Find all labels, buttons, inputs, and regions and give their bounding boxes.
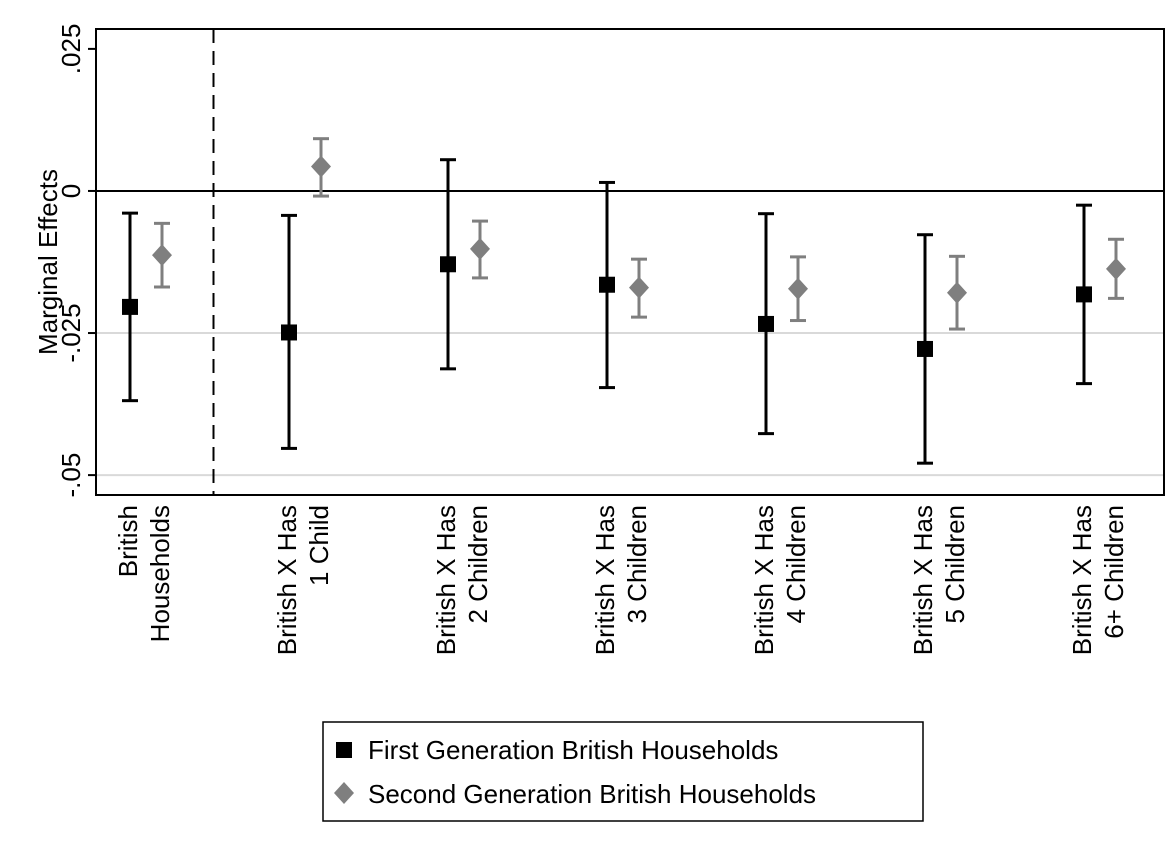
point-first-generation xyxy=(758,315,774,332)
category-label: British X Has xyxy=(908,505,938,655)
legend-marker-first-generation xyxy=(336,742,352,758)
point-second-generation xyxy=(629,276,649,299)
category-label: British X Has xyxy=(1067,505,1097,655)
category-label: British X Has xyxy=(431,505,461,655)
point-second-generation xyxy=(470,237,490,260)
point-first-generation xyxy=(1076,286,1092,303)
legend-box xyxy=(322,721,924,822)
category-label: Households xyxy=(145,505,175,642)
y-tick-label: -.025 xyxy=(56,303,86,362)
y-tick-label: 0 xyxy=(56,184,86,198)
y-axis-title: Marginal Effects xyxy=(33,169,63,355)
point-second-generation xyxy=(1106,257,1126,280)
category-label: British xyxy=(113,505,143,577)
point-second-generation xyxy=(152,244,172,267)
point-second-generation xyxy=(947,281,967,304)
plot-frame xyxy=(95,28,1165,496)
category-label: British X Has xyxy=(590,505,620,655)
legend-label-second-generation: Second Generation British Households xyxy=(368,779,816,809)
point-first-generation xyxy=(122,298,138,315)
legend-label-first-generation: First Generation British Households xyxy=(368,735,778,765)
x-category-labels: British Households British X Has 1 Child Bri… xyxy=(113,505,1129,655)
category-label: 3 Children xyxy=(622,505,652,624)
y-tick-label: .025 xyxy=(56,24,86,75)
category-label: 5 Children xyxy=(940,505,970,624)
errorbar-layer xyxy=(122,137,1124,465)
category-label: 4 Children xyxy=(781,505,811,624)
category-label: 2 Children xyxy=(463,505,493,624)
point-second-generation xyxy=(311,155,331,178)
category-label: 6+ Children xyxy=(1099,505,1129,639)
legend: First Generation British Households Seco… xyxy=(322,721,924,822)
legend-marker-second-generation xyxy=(334,782,354,804)
grid-layer xyxy=(96,29,1164,495)
y-tick-label: -.05 xyxy=(56,453,86,498)
category-label: 1 Child xyxy=(304,505,334,586)
point-first-generation xyxy=(917,340,933,357)
point-first-generation xyxy=(440,256,456,273)
category-label: British X Has xyxy=(272,505,302,655)
marker-layer xyxy=(122,155,1126,357)
point-first-generation xyxy=(281,324,297,341)
y-axis: .025 0 -.025 -.05 xyxy=(56,24,96,498)
point-first-generation xyxy=(599,276,615,293)
category-label: British X Has xyxy=(749,505,779,655)
point-second-generation xyxy=(788,277,808,300)
